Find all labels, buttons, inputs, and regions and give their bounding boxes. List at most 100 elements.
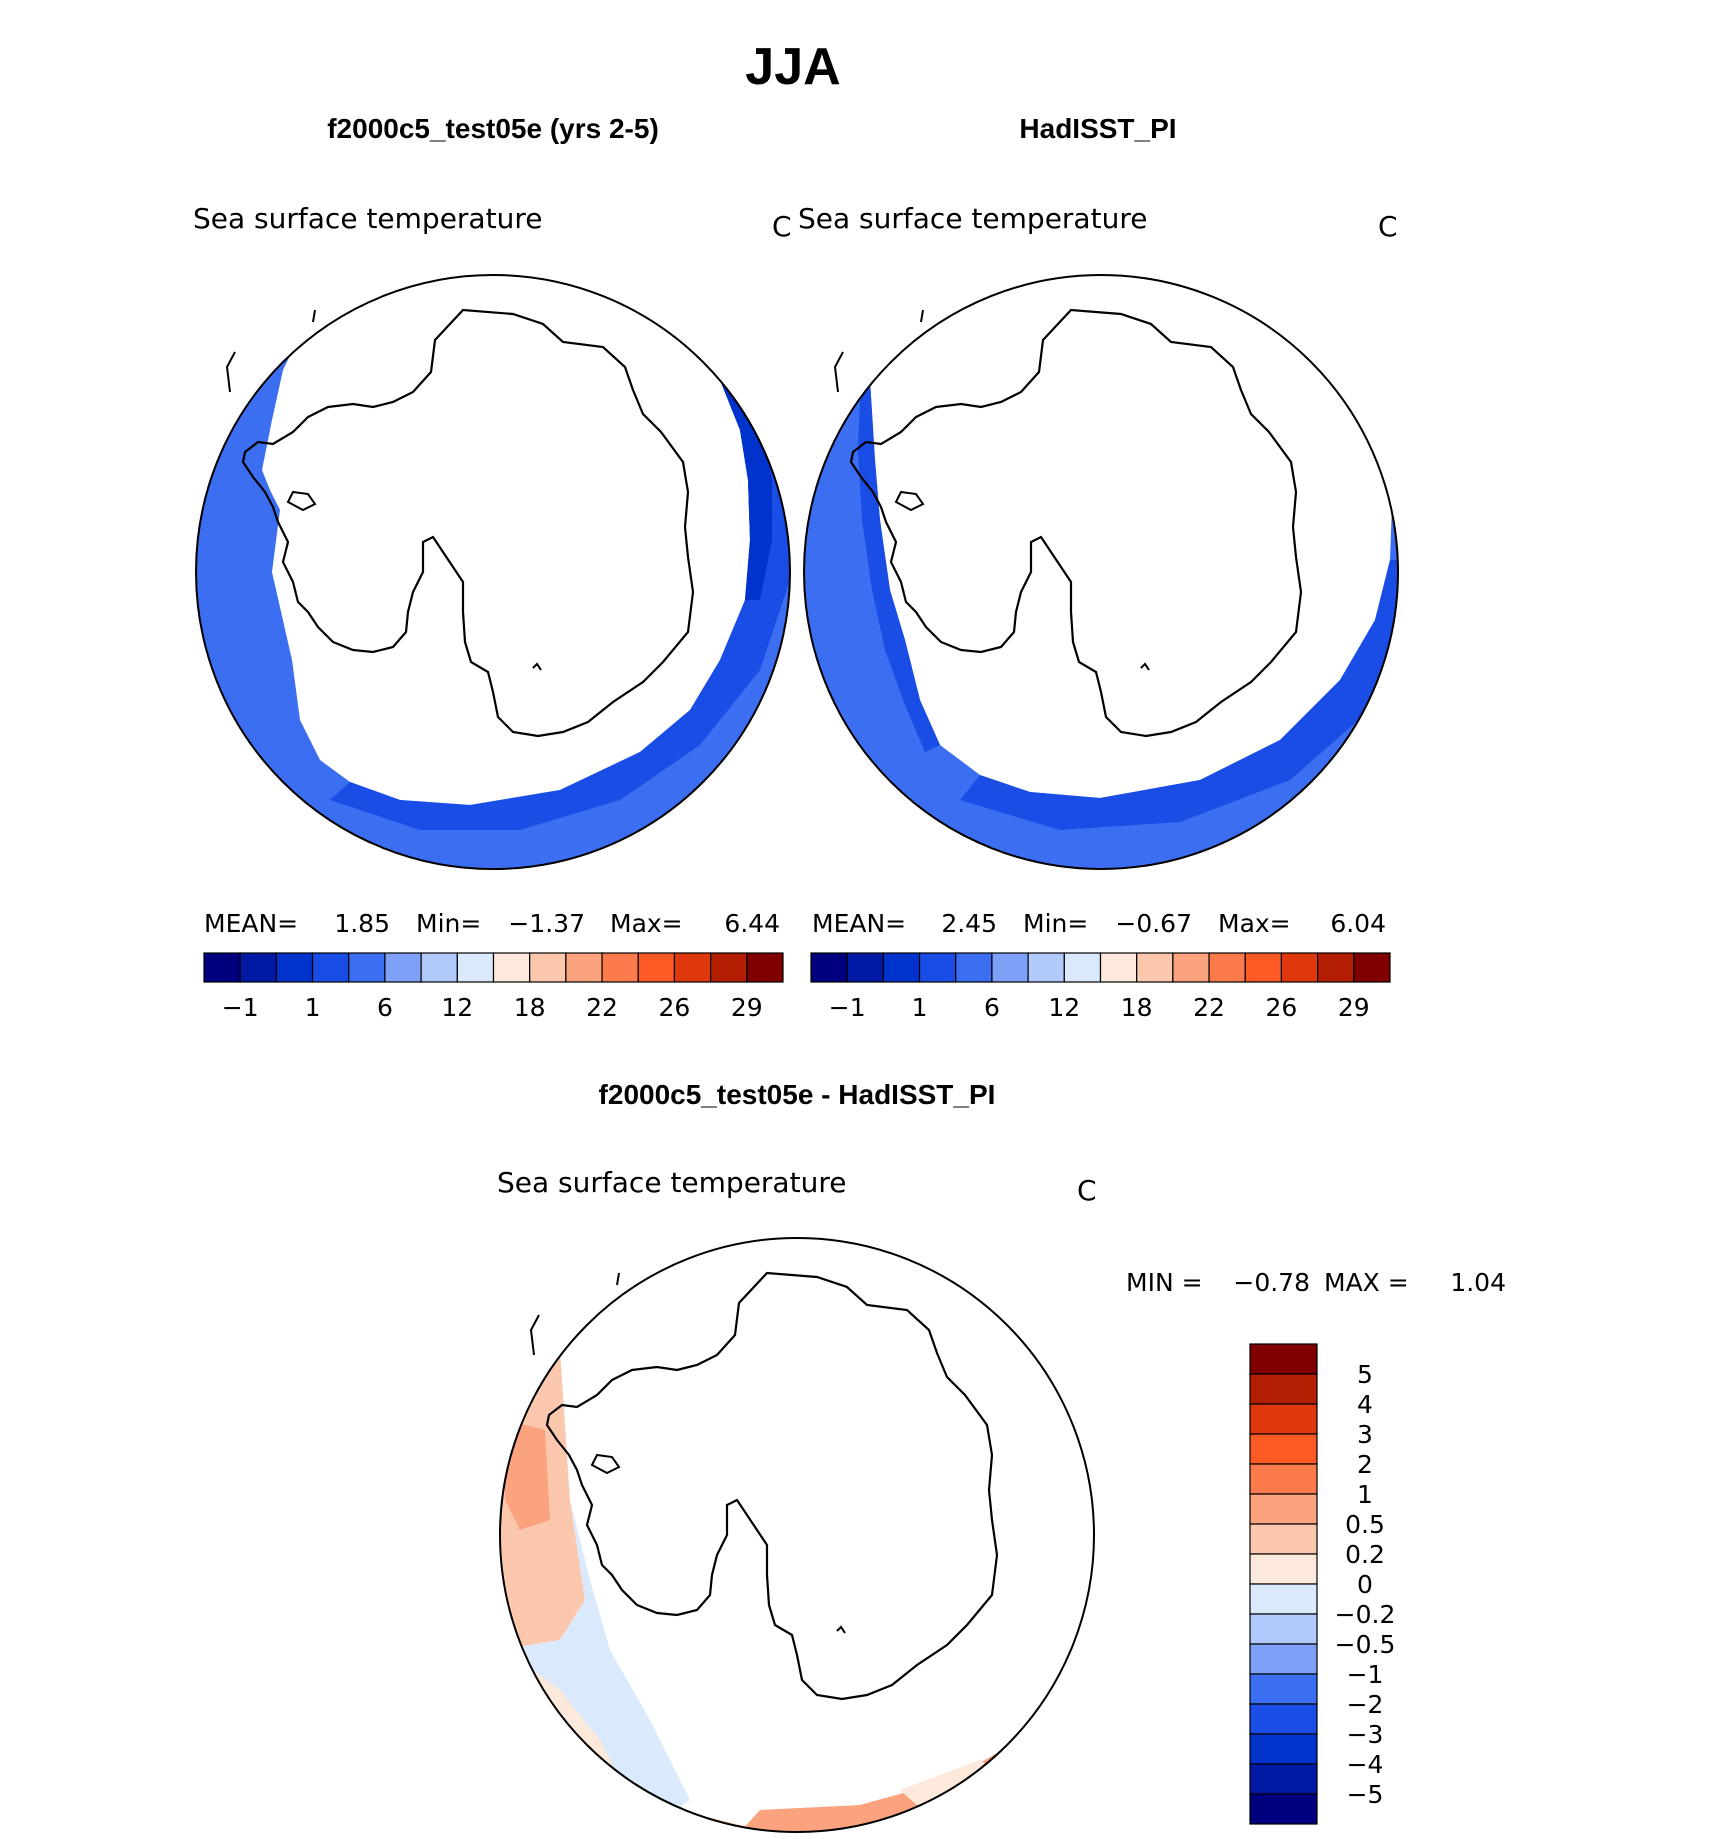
colorbar-swatch [1317,952,1355,983]
stats-line: MIN = −0.78 MAX = 1.04 [1126,1268,1506,1297]
colorbar-swatch [955,952,993,983]
colorbar-tick-label: 18 [1121,993,1153,1022]
colorbar-swatch [1027,952,1065,983]
svg-text:2.45: 2.45 [941,909,997,938]
colorbar-swatch [1249,1673,1318,1705]
colorbar-tick-label: 22 [586,993,618,1022]
svg-text:1.04: 1.04 [1450,1268,1506,1297]
field-label: Sea surface temperature [193,202,542,235]
colorbar-swatch [1353,952,1391,983]
map-plot [195,274,791,870]
colorbar-tick-label: 1 [912,993,928,1022]
units-label: C [1077,1174,1097,1207]
colorbar-swatch [1208,952,1246,983]
svg-text:Min=: Min= [1023,909,1088,938]
colorbar-tick-label: −1 [829,993,866,1022]
map-plot [803,274,1399,870]
colorbar-tick-label: −0.2 [1335,1600,1396,1629]
figure-title: JJA [745,38,840,96]
svg-text:Max=: Max= [1218,909,1291,938]
colorbar-swatch [1249,1403,1318,1435]
svg-text:6.04: 6.04 [1330,909,1386,938]
colorbar-swatch [384,952,422,983]
colorbar-swatch [991,952,1029,983]
map-plot [499,1237,1095,1833]
svg-text:−0.67: −0.67 [1115,909,1192,938]
colorbar-swatch [1249,1793,1318,1825]
colorbar-tick-label: 1 [305,993,321,1022]
colorbar-swatch [1099,952,1138,983]
panel-observations: HadISST_PI Sea surface temperature C MEA… [798,113,1399,1022]
colorbar-tick-label: 0.5 [1345,1510,1385,1539]
anomaly-warm-west [505,1420,550,1530]
colorbar-tick-label: 18 [514,993,546,1022]
units-label: C [1378,210,1398,243]
svg-text:MAX =: MAX = [1324,1268,1409,1297]
panel-title: HadISST_PI [1019,113,1176,144]
colorbar-tick-label: −1 [222,993,259,1022]
field-label: Sea surface temperature [497,1166,846,1199]
colorbar-swatch [456,952,495,983]
ocean-field-cold-east [960,560,1398,830]
colorbar-swatch [1136,952,1174,983]
colorbar-swatch [529,952,567,983]
ocean-field-cold-west [858,380,940,752]
colorbar-swatch [1249,1493,1318,1525]
colorbar-swatch [746,952,784,983]
colorbar-swatch [1249,1733,1318,1765]
svg-text:MIN =: MIN = [1126,1268,1203,1297]
colorbar-tick-label: −2 [1347,1690,1384,1719]
colorbar-tick-label: 12 [441,993,473,1022]
colorbar-swatch [565,952,603,983]
colorbar-tick-label: 1 [1357,1480,1373,1509]
colorbar-swatch [918,952,957,983]
colorbar-tick-label: 26 [1266,993,1298,1022]
colorbar-swatch [1249,1373,1318,1405]
colorbar-swatch [882,952,921,983]
colorbar-swatch [1249,1343,1318,1375]
colorbar-tick-label: 6 [984,993,1000,1022]
colorbar-tick-label: −0.5 [1335,1630,1396,1659]
colorbar-swatch [239,952,277,983]
units-label: C [772,210,792,243]
colorbar-swatch [846,952,884,983]
colorbar-tick-label: 22 [1193,993,1225,1022]
colorbar-swatch [637,952,676,983]
colorbar-tick-label: 6 [377,993,393,1022]
svg-text:MEAN=: MEAN= [204,909,298,938]
panel-title: f2000c5_test05e - HadISST_PI [599,1079,996,1110]
colorbar-tick-label: −5 [1347,1780,1384,1809]
colorbar-swatch [710,952,748,983]
colorbar-swatch [311,952,350,983]
colorbar-tick-label: 12 [1048,993,1080,1022]
colorbar-swatch [1249,1583,1318,1615]
svg-text:−0.78: −0.78 [1233,1268,1310,1297]
colorbar-tick-label: −3 [1347,1720,1384,1749]
stats-line: MEAN= 2.45 Min= −0.67 Max= 6.04 [812,909,1386,938]
svg-text:−1.37: −1.37 [508,909,585,938]
colorbar-swatch [348,952,386,983]
colorbar-tick-label: −4 [1347,1750,1384,1779]
colorbar-swatch [1249,1553,1318,1585]
svg-text:6.44: 6.44 [724,909,780,938]
colorbar-tick-label: −1 [1347,1660,1384,1689]
colorbar: −1 1 6 12 18 22 26 29 [203,952,784,1022]
colorbar-swatch [1280,952,1319,983]
colorbar-swatch [420,952,458,983]
colorbar-swatch [1249,1523,1318,1555]
colorbar-tick-label: 2 [1357,1450,1373,1479]
colorbar-tick-label: 29 [1338,993,1370,1022]
colorbar-swatch [601,952,639,983]
colorbar-swatch [1249,1433,1318,1465]
colorbar-tick-label: 0.2 [1345,1540,1385,1569]
field-label: Sea surface temperature [798,202,1147,235]
colorbar-swatch [1249,1613,1318,1645]
colorbar-swatch [1249,1763,1318,1795]
colorbar-tick-label: 29 [731,993,763,1022]
colorbar-swatch [492,952,531,983]
colorbar-swatch [1249,1463,1318,1495]
colorbar: −1 1 6 12 18 22 26 29 [810,952,1391,1022]
colorbar-swatch [1172,952,1210,983]
